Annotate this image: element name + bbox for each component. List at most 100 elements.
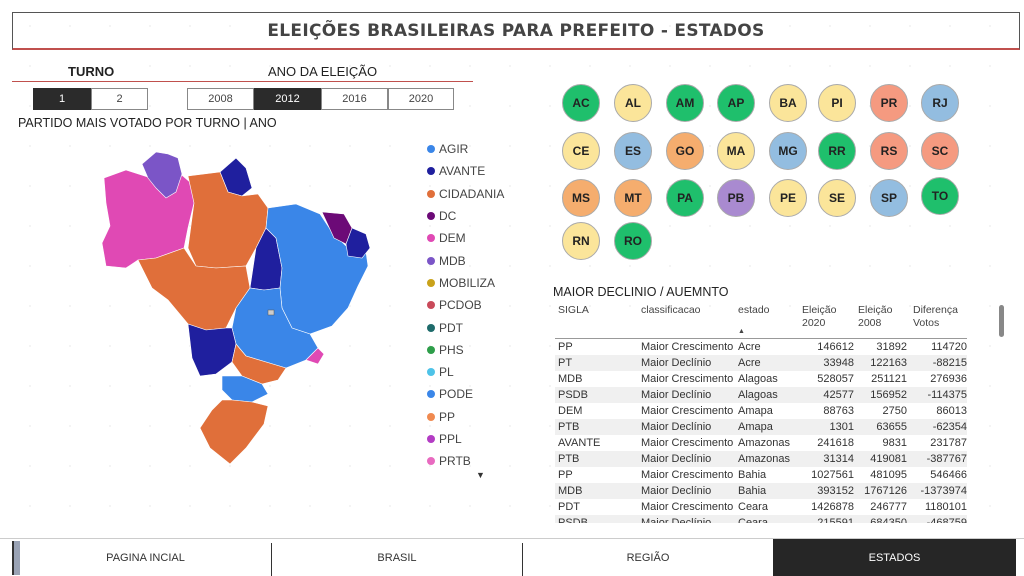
map-region-rj[interactable] [305,347,325,365]
legend-item[interactable]: DC [427,205,537,227]
cell-eleicao-2020: 31314 [823,453,854,465]
table-row[interactable]: PTB Maior Declínio Amazonas 31314 419081 -387… [555,451,967,467]
state-button-to[interactable]: TO [921,177,959,215]
state-button-pr[interactable]: PR [870,84,908,122]
map-region-rn[interactable] [345,227,371,259]
state-button-es[interactable]: ES [614,132,652,170]
table-row[interactable]: AVANTE Maior Crescimento Amazonas 241618 983… [555,435,967,451]
state-button-ac[interactable]: AC [562,84,600,122]
state-button-sc[interactable]: SC [921,132,959,170]
table-scrollbar[interactable] [999,305,1004,337]
table-row[interactable]: PSDB Maior Declínio Ceara 215591 684350 -4687… [555,515,967,523]
cell-sigla: PSDB [558,517,588,523]
state-button-pe[interactable]: PE [769,179,807,217]
nav-divider [271,543,272,576]
state-button-mt[interactable]: MT [614,179,652,217]
legend-item[interactable]: PODE [427,383,537,405]
page-title-box: ELEIÇÕES BRASILEIRAS PARA PREFEITO - EST… [12,12,1020,50]
table-row[interactable]: PP Maior Crescimento Acre 146612 31892 114720 [555,339,967,355]
state-button-pa[interactable]: PA [666,179,704,217]
state-button-go[interactable]: GO [666,132,704,170]
column-header-classificacao[interactable]: classificacao [641,304,701,316]
tab-pagina-inicial[interactable]: PAGINA INCIAL [20,539,271,576]
ano-button-2008[interactable]: 2008 [187,88,254,110]
ano-button-2012[interactable]: 2012 [254,88,321,110]
ano-button-2020[interactable]: 2020 [388,88,454,110]
legend-dot-icon [427,278,435,287]
tab-regiao[interactable]: REGIÃO [523,539,773,576]
table-row[interactable]: MDB Maior Crescimento Alagoas 528057 251121 2… [555,371,967,387]
table-row[interactable]: PDT Maior Crescimento Ceara 1426878 246777 11… [555,499,967,515]
column-header-sigla[interactable]: SIGLA [558,304,589,316]
legend-item[interactable]: PHS [427,339,537,361]
legend-item[interactable]: PPL [427,428,537,450]
cell-eleicao-2008: 481095 [870,469,907,481]
state-button-sp[interactable]: SP [870,179,908,217]
state-button-rj[interactable]: RJ [921,84,959,122]
turno-button-1[interactable]: 1 [33,88,91,110]
cell-eleicao-2008: 63655 [876,421,907,433]
state-button-ce[interactable]: CE [562,132,600,170]
legend-scroll-down-icon[interactable]: ▼ [476,470,485,480]
cell-estado: Alagoas [738,389,778,401]
legend-item[interactable]: DEM [427,227,537,249]
tab-brasil[interactable]: BRASIL [272,539,522,576]
column-header-diferenca-votos[interactable]: Diferença Votos [913,304,958,329]
turno-button-2[interactable]: 2 [91,88,148,110]
column-header-estado[interactable]: estado ▲ [738,303,798,338]
legend-item[interactable]: MDB [427,249,537,271]
map-region-rr[interactable] [141,151,183,199]
state-button-ro[interactable]: RO [614,222,652,260]
legend-item[interactable]: PP [427,406,537,428]
state-button-pb[interactable]: PB [717,179,755,217]
state-button-pi[interactable]: PI [818,84,856,122]
table-row[interactable]: PTB Maior Declínio Amapa 1301 63655 -62354 [555,419,967,435]
table-row[interactable]: MDB Maior Declínio Bahia 393152 1767126 -1373… [555,483,967,499]
legend-item[interactable]: AGIR [427,138,537,160]
legend-item[interactable]: MOBILIZA [427,272,537,294]
state-button-se[interactable]: SE [818,179,856,217]
legend-item[interactable]: PL [427,361,537,383]
cell-sigla: PT [558,357,573,369]
table-row[interactable]: PT Maior Declínio Acre 33948 122163 -88215 [555,355,967,371]
state-button-al[interactable]: AL [614,84,652,122]
state-button-am[interactable]: AM [666,84,704,122]
cell-eleicao-2008: 9831 [882,437,907,449]
cell-eleicao-2020: 1301 [829,421,854,433]
column-header-eleicao-2008[interactable]: Eleição 2008 [858,304,893,329]
table-body[interactable]: PP Maior Crescimento Acre 146612 31892 114720… [555,339,967,523]
state-button-rs[interactable]: RS [870,132,908,170]
legend-item[interactable]: PCDOB [427,294,537,316]
ano-button-2016[interactable]: 2016 [321,88,388,110]
legend-item[interactable]: PDT [427,316,537,338]
state-button-ms[interactable]: MS [562,179,600,217]
state-button-ba[interactable]: BA [769,84,807,122]
table-row[interactable]: PSDB Maior Declínio Alagoas 42577 156952 -114… [555,387,967,403]
map-region-ms[interactable] [187,323,237,377]
table-row[interactable]: PP Maior Crescimento Bahia 1027561 481095 546… [555,467,967,483]
legend-item[interactable]: CIDADANIA [427,183,537,205]
cell-classificacao: Maior Declínio [641,517,712,523]
legend-dot-icon [427,435,435,443]
column-header-eleicao-2020[interactable]: Eleição 2020 [802,304,837,329]
legend-item[interactable]: AVANTE [427,160,537,182]
turno-label: TURNO [68,64,115,79]
tab-estados[interactable]: ESTADOS [773,539,1016,576]
cell-diferenca: -114375 [927,389,967,401]
legend-item[interactable]: PRTB [427,450,537,472]
map-region-rs[interactable] [199,399,269,465]
state-button-rr[interactable]: RR [818,132,856,170]
cell-estado: Amapa [738,405,773,417]
map-region-pr[interactable] [221,375,269,403]
state-button-mg[interactable]: MG [769,132,807,170]
cell-eleicao-2008: 684350 [870,517,907,523]
state-button-ma[interactable]: MA [717,132,755,170]
map-region-df[interactable] [267,309,275,316]
legend-label: MOBILIZA [439,275,496,290]
legend-label: DC [439,209,457,224]
table-row[interactable]: DEM Maior Crescimento Amapa 88763 2750 86013 [555,403,967,419]
brazil-map[interactable] [96,148,376,468]
state-button-rn[interactable]: RN [562,222,600,260]
cell-estado: Amazonas [738,453,790,465]
state-button-ap[interactable]: AP [717,84,755,122]
